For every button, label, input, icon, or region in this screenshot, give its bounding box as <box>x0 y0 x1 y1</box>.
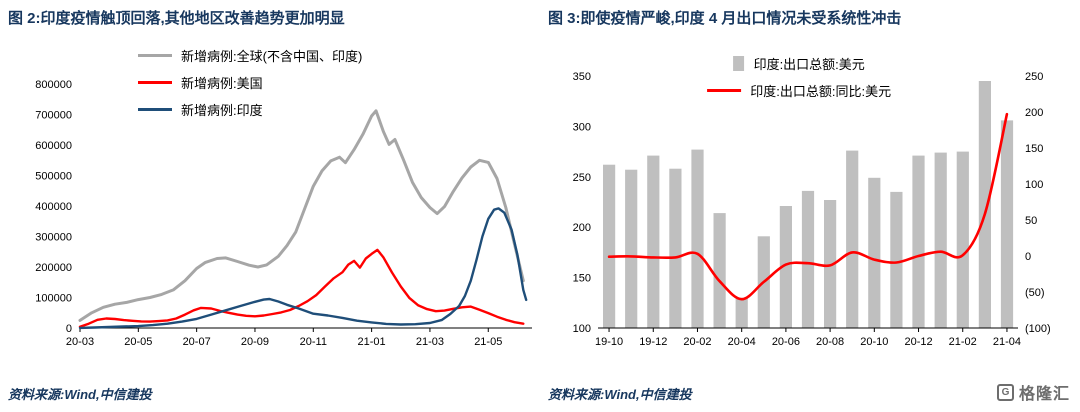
covid-line-chart: 0 100000 200000 300000 400000 500000 600000 700… <box>35 79 532 348</box>
legend-label-india: 新增病例:印度 <box>181 103 263 118</box>
legend-label-export-yoy: 印度:出口总额:同比:美元 <box>750 84 892 99</box>
svg-text:350: 350 <box>573 71 591 83</box>
svg-text:20-08: 20-08 <box>816 336 844 348</box>
svg-text:19-12: 19-12 <box>639 336 667 348</box>
svg-text:100: 100 <box>1025 179 1043 191</box>
svg-text:20-07: 20-07 <box>183 336 211 348</box>
gelonghui-logo: G 格隆汇 <box>996 380 1070 404</box>
svg-text:21-04: 21-04 <box>993 336 1021 348</box>
svg-text:20-04: 20-04 <box>728 336 756 348</box>
svg-text:21-03: 21-03 <box>416 336 444 348</box>
svg-text:100000: 100000 <box>35 293 72 305</box>
source-left: 资料来源:Wind,中信建投 <box>8 387 152 402</box>
svg-text:20-03: 20-03 <box>66 336 94 348</box>
svg-text:20-11: 20-11 <box>300 336 327 348</box>
svg-text:400000: 400000 <box>35 201 72 213</box>
svg-text:800000: 800000 <box>35 79 72 91</box>
legend-item-export-total: 印度:出口总额:美元 <box>733 54 865 73</box>
export-chart-area: 100 150 200 250 300 350 250 200 150 100 50 0 (50) (10… <box>540 28 1080 364</box>
export-bar-line-chart: 100 150 200 250 300 350 250 200 150 100 50 0 (50) (10… <box>573 71 1051 348</box>
legend-item-us: 新增病例:美国 <box>138 73 362 92</box>
india-series-swatch-icon <box>138 108 172 111</box>
svg-text:150: 150 <box>1025 143 1043 155</box>
svg-text:21-01: 21-01 <box>358 336 386 348</box>
gelonghui-logo-icon: G <box>996 383 1014 401</box>
svg-text:19-10: 19-10 <box>595 336 623 348</box>
svg-text:500000: 500000 <box>35 171 72 183</box>
svg-text:20-12: 20-12 <box>904 336 932 348</box>
svg-text:200: 200 <box>573 222 591 234</box>
svg-text:50: 50 <box>1025 215 1037 227</box>
left-chart-legend: 新增病例:全球(不含中国、印度) 新增病例:美国 新增病例:印度 <box>138 46 362 119</box>
legend-item-global: 新增病例:全球(不含中国、印度) <box>138 46 362 65</box>
legend-label-global: 新增病例:全球(不含中国、印度) <box>181 49 363 64</box>
export-bar-swatch-icon <box>733 56 745 71</box>
global-series-swatch-icon <box>138 54 172 57</box>
left-chart-title: 图 2:印度疫情触顶回落,其他地区改善趋势更加明显 <box>8 10 345 27</box>
svg-text:(100): (100) <box>1025 323 1051 335</box>
us-series-swatch-icon <box>138 81 172 84</box>
svg-text:21-02: 21-02 <box>949 336 977 348</box>
svg-text:250: 250 <box>573 172 591 184</box>
svg-text:20-05: 20-05 <box>124 336 152 348</box>
svg-text:200000: 200000 <box>35 262 72 274</box>
svg-text:300000: 300000 <box>35 232 72 244</box>
svg-text:0: 0 <box>66 323 72 335</box>
covid-line-chart-area: 0 100000 200000 300000 400000 500000 600000 700… <box>0 28 540 364</box>
svg-text:700000: 700000 <box>35 110 72 122</box>
gelonghui-logo-text: 格隆汇 <box>1018 386 1070 403</box>
svg-text:21-05: 21-05 <box>474 336 502 348</box>
svg-text:300: 300 <box>573 121 591 133</box>
right-panel: 图 3:即使疫情严峻,印度 4 月出口情况未受系统性冲击 100 150 200 25… <box>540 0 1080 412</box>
svg-text:150: 150 <box>573 273 591 285</box>
svg-text:200: 200 <box>1025 107 1043 119</box>
legend-item-export-yoy: 印度:出口总额:同比:美元 <box>707 81 891 100</box>
left-panel: 图 2:印度疫情触顶回落,其他地区改善趋势更加明显 0 100000 200000 3… <box>0 10 540 402</box>
svg-text:20-09: 20-09 <box>241 336 269 348</box>
legend-label-export-total: 印度:出口总额:美元 <box>753 57 865 72</box>
export-yoy-line-swatch-icon <box>707 89 742 92</box>
svg-text:600000: 600000 <box>35 140 72 152</box>
svg-text:250: 250 <box>1025 71 1043 83</box>
right-chart-legend: 印度:出口总额:美元 印度:出口总额:同比:美元 <box>707 54 891 100</box>
svg-text:0: 0 <box>1025 251 1031 263</box>
svg-text:100: 100 <box>573 323 591 335</box>
svg-text:20-06: 20-06 <box>772 336 800 348</box>
svg-text:20-02: 20-02 <box>683 336 711 348</box>
legend-item-india: 新增病例:印度 <box>138 100 362 119</box>
source-right: 资料来源:Wind,中信建投 <box>548 387 692 402</box>
svg-text:(50): (50) <box>1025 287 1045 299</box>
svg-text:20-10: 20-10 <box>860 336 888 348</box>
right-chart-title: 图 3:即使疫情严峻,印度 4 月出口情况未受系统性冲击 <box>548 10 902 27</box>
legend-label-us: 新增病例:美国 <box>181 76 263 91</box>
